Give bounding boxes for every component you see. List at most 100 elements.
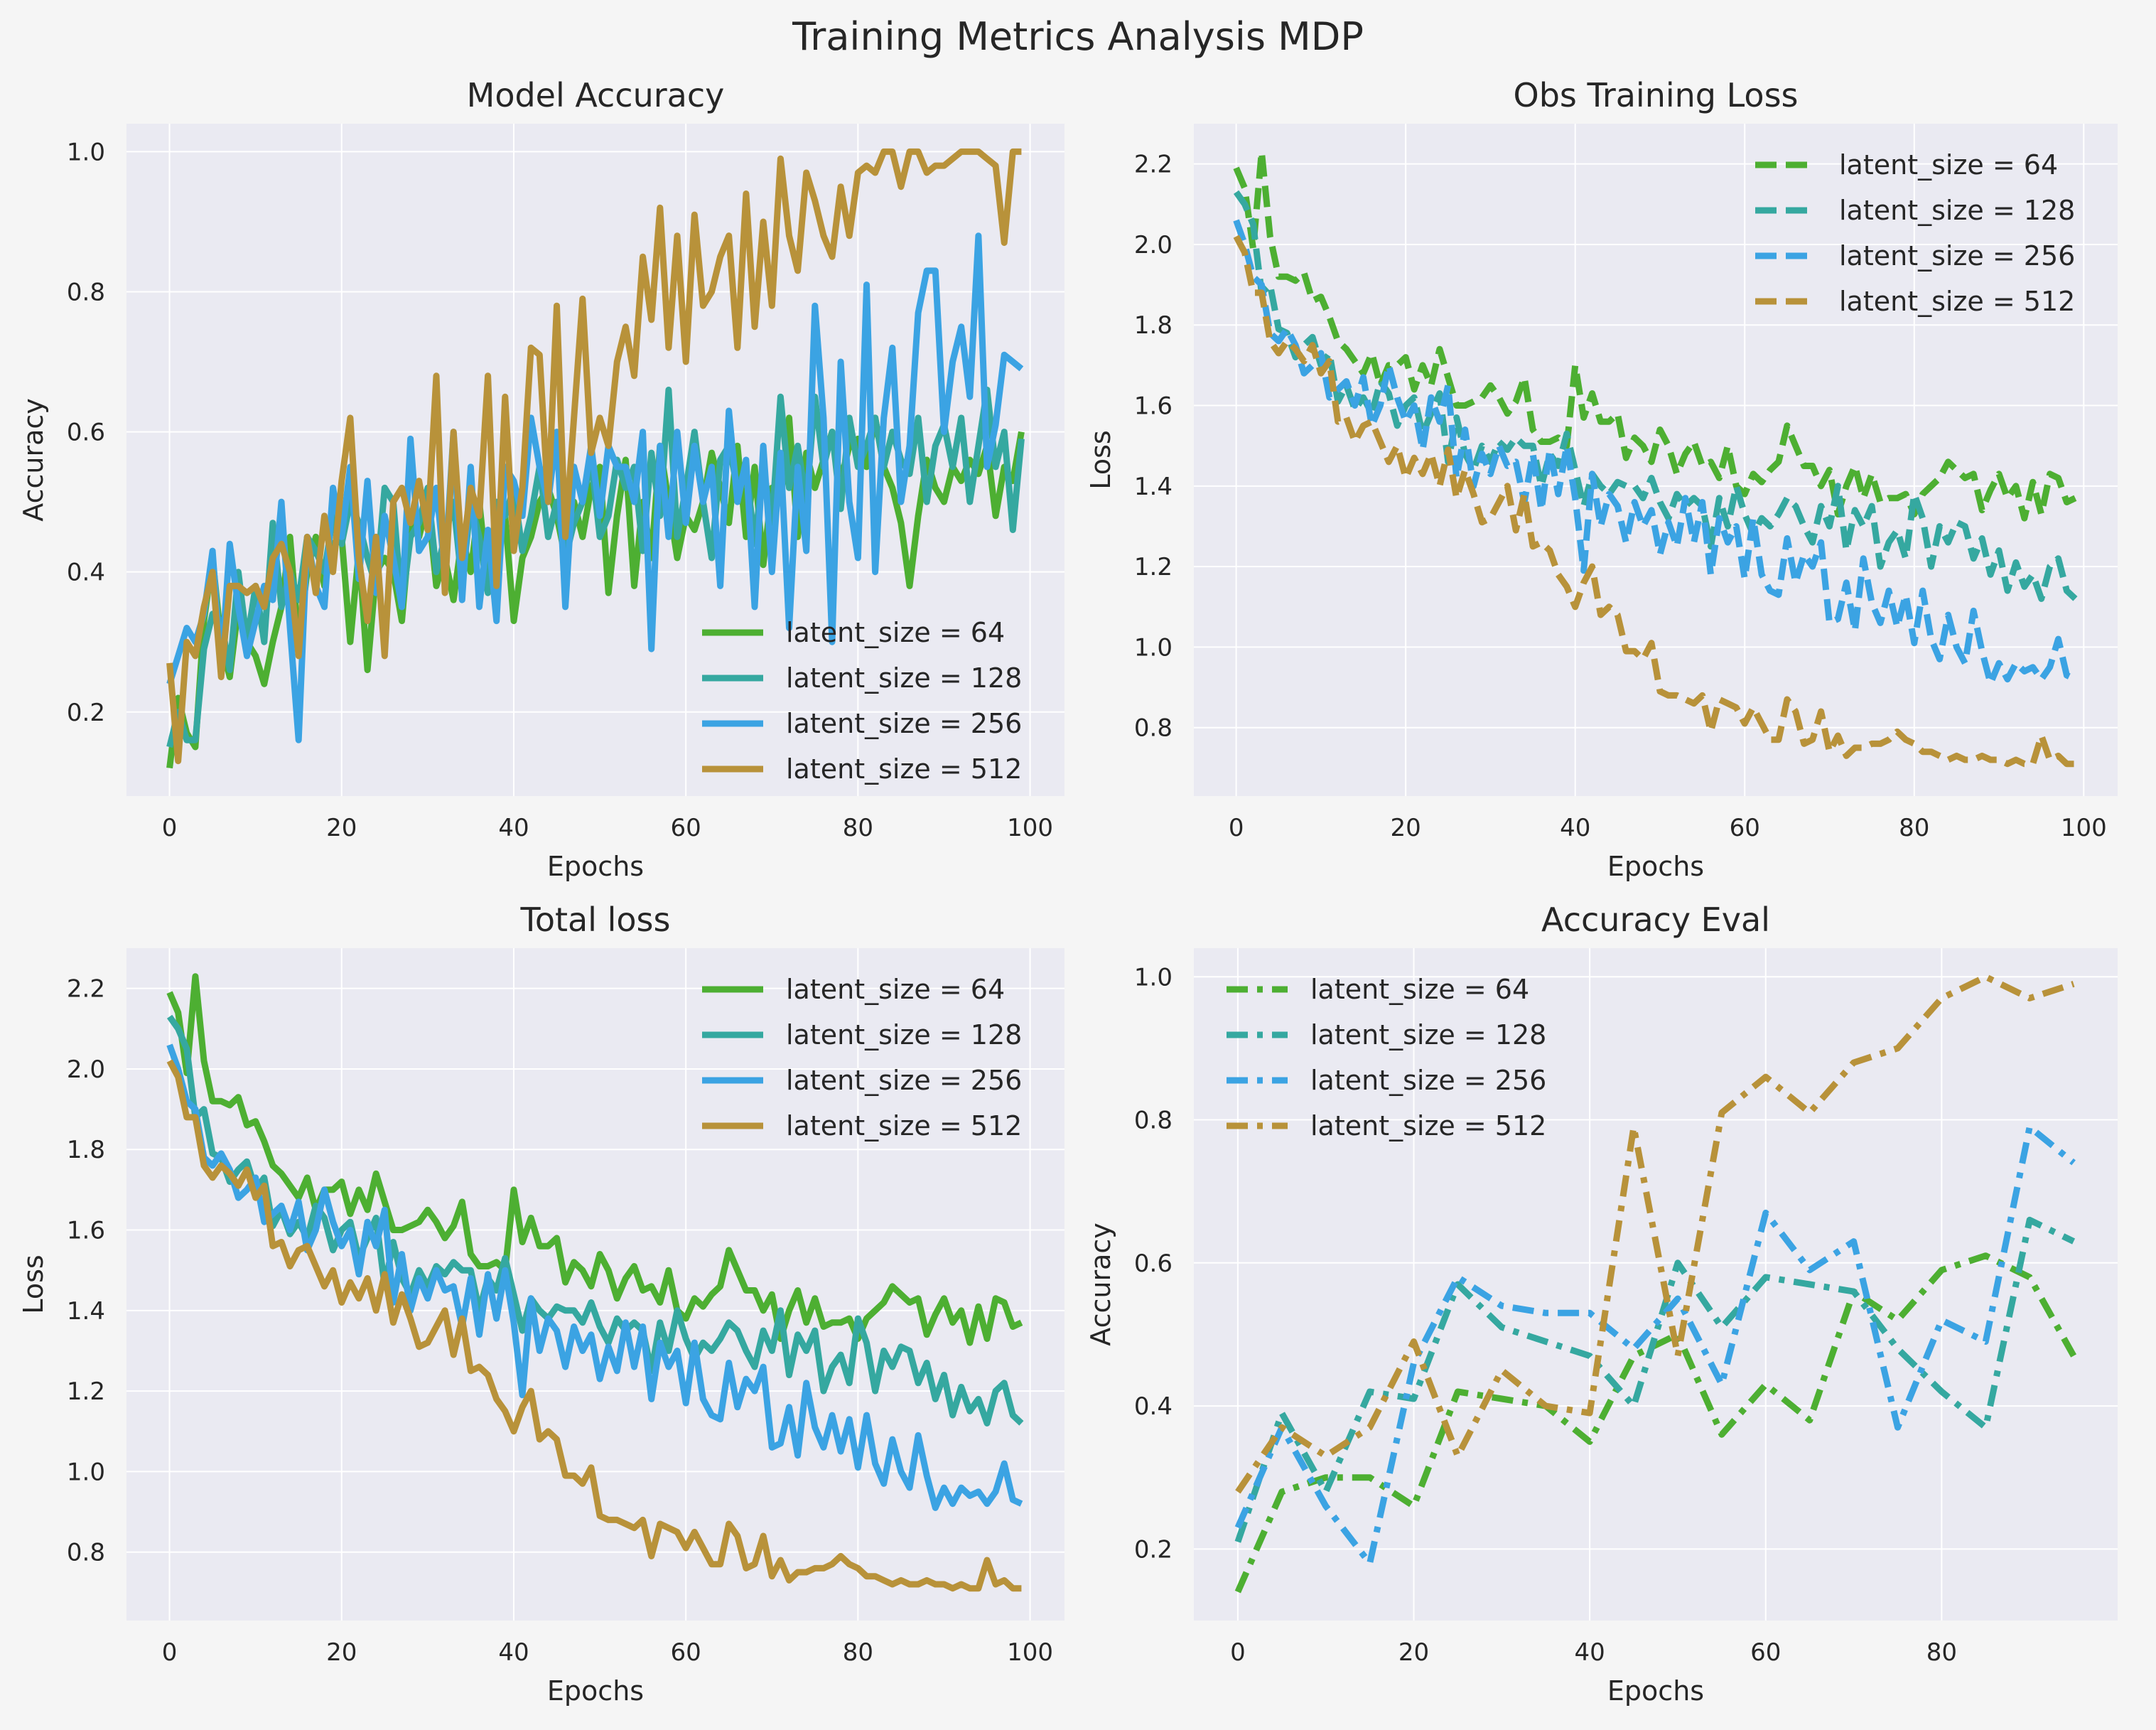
y-tick-label: 0.6 — [67, 419, 105, 447]
series-group — [166, 148, 1025, 769]
chart-title: Total loss — [520, 901, 671, 939]
legend-label: latent_size = 64 — [786, 974, 1005, 1005]
y-tick-label: 0.4 — [67, 559, 105, 587]
y-tick-label: 1.8 — [67, 1136, 105, 1164]
y-tick-label: 1.4 — [1134, 473, 1173, 501]
x-tick-label: 40 — [1575, 1638, 1605, 1667]
y-axis-label: Accuracy — [18, 398, 49, 522]
series-line-latent-size-512 — [1233, 235, 2076, 768]
x-tick-label: 80 — [843, 1638, 873, 1667]
x-axis-label: Epochs — [1607, 1675, 1704, 1707]
y-tick-label: 0.2 — [1134, 1535, 1173, 1564]
x-tick-label: 60 — [671, 1638, 701, 1667]
x-axis-label: Epochs — [547, 1675, 644, 1707]
legend: latent_size = 64 latent_size = 128 latent_… — [1227, 974, 1546, 1141]
chart-title: Obs Training Loss — [1513, 76, 1798, 114]
chart-title: Accuracy Eval — [1541, 901, 1770, 939]
series-line-latent-size-256 — [1233, 219, 2077, 687]
series-line-latent-size-64 — [1233, 149, 2077, 522]
series-line-latent-size-512 — [166, 148, 1022, 765]
chart-model-accuracy: 0 20 40 60 80 100 0.2 0.4 0.6 0.8 1.0 Model Accurac… — [18, 76, 1064, 882]
y-tick-label: 2.0 — [67, 1055, 105, 1084]
series-line-latent-size-128 — [1234, 1216, 2076, 1543]
y-tick-label: 1.8 — [1134, 311, 1173, 340]
series-line-latent-size-256 — [1234, 1124, 2076, 1567]
y-axis-label: Accuracy — [1085, 1223, 1116, 1346]
legend: latent_size = 64 latent_size = 128 latent_… — [702, 617, 1022, 785]
x-tick-label: 20 — [326, 814, 357, 842]
legend-label: latent_size = 128 — [1839, 195, 2075, 226]
y-tick-label: 1.4 — [67, 1297, 105, 1326]
x-tick-label: 80 — [1899, 814, 1929, 842]
y-axis-label: Loss — [18, 1254, 49, 1313]
y-tick-label: 1.2 — [1134, 553, 1173, 581]
series-line-latent-size-512 — [1235, 973, 2075, 1494]
legend-label: latent_size = 512 — [786, 753, 1022, 785]
series-line-latent-size-128 — [1233, 190, 2078, 602]
x-tick-label: 20 — [326, 1638, 357, 1667]
x-tick-label: 40 — [498, 814, 529, 842]
plot-area — [1194, 124, 2118, 796]
series-group — [166, 973, 1024, 1592]
x-tick-label: 20 — [1391, 814, 1421, 842]
x-tick-label: 0 — [1230, 1638, 1246, 1667]
chart-accuracy-eval: 0 20 40 60 80 0.2 0.4 0.6 0.8 1.0 Accuracy Eval Epo… — [1085, 901, 2118, 1707]
chart-total-loss: 0 20 40 60 80 100 0.8 1.0 1.2 1.4 1.6 1.8 2.0 2.2 Tota… — [18, 901, 1064, 1707]
x-tick-label: 0 — [162, 814, 178, 842]
legend-label: latent_size = 512 — [1839, 286, 2075, 317]
legend-label: latent_size = 64 — [1310, 974, 1529, 1005]
plot-area — [1194, 948, 2118, 1621]
legend: latent_size = 64 latent_size = 128 latent_… — [702, 974, 1022, 1141]
x-tick-label: 40 — [498, 1638, 529, 1667]
x-tick-label: 40 — [1560, 814, 1590, 842]
legend-label: latent_size = 256 — [786, 1065, 1022, 1096]
series-line-latent-size-256 — [166, 1043, 1023, 1511]
legend: latent_size = 64 latent_size = 128 latent_… — [1755, 149, 2075, 317]
x-tick-label: 60 — [1750, 1638, 1781, 1667]
y-tick-label: 1.6 — [67, 1217, 105, 1245]
legend-label: latent_size = 128 — [786, 1019, 1022, 1051]
y-tick-label: 1.0 — [67, 1458, 105, 1486]
x-tick-label: 80 — [843, 814, 873, 842]
chart-obs-training-loss: 0 20 40 60 80 100 0.8 1.0 1.2 1.4 1.6 1.8 2.0 2.2 Obs … — [1085, 76, 2118, 882]
y-tick-label: 0.8 — [67, 279, 105, 307]
y-tick-label: 2.2 — [1134, 151, 1173, 179]
series-group — [1233, 149, 2078, 768]
x-axis-label: Epochs — [547, 851, 644, 882]
y-tick-label: 1.2 — [67, 1377, 105, 1406]
y-tick-label: 1.6 — [1134, 392, 1173, 421]
x-tick-label: 60 — [1730, 814, 1760, 842]
legend-label: latent_size = 64 — [1839, 149, 2058, 181]
y-tick-label: 1.0 — [1134, 963, 1173, 992]
legend-label: latent_size = 512 — [1310, 1110, 1546, 1141]
y-tick-label: 2.2 — [67, 975, 105, 1004]
y-tick-label: 0.6 — [1134, 1250, 1173, 1278]
y-axis-label: Loss — [1085, 430, 1116, 489]
series-group — [1234, 973, 2077, 1594]
y-tick-label: 0.8 — [1134, 714, 1173, 743]
y-tick-label: 0.4 — [1134, 1392, 1173, 1421]
legend-label: latent_size = 128 — [1310, 1019, 1546, 1051]
x-tick-label: 80 — [1926, 1638, 1957, 1667]
x-tick-label: 0 — [162, 1638, 178, 1667]
chart-root: 0 20 40 60 80 100 0.2 0.4 0.6 0.8 1.0 Model Accurac… — [18, 76, 2118, 1707]
x-tick-label: 100 — [1007, 814, 1053, 842]
figure-title: Training Metrics Analysis MDP — [792, 14, 1364, 59]
y-tick-label: 0.8 — [1134, 1107, 1173, 1135]
y-tick-label: 0.2 — [67, 699, 105, 727]
chart-title: Model Accuracy — [467, 76, 725, 114]
series-line-latent-size-512 — [166, 1059, 1022, 1592]
legend-label: latent_size = 256 — [786, 708, 1022, 739]
legend-label: latent_size = 256 — [1310, 1065, 1546, 1096]
x-axis-label: Epochs — [1607, 851, 1704, 882]
legend-label: latent_size = 128 — [786, 662, 1022, 694]
x-tick-label: 0 — [1229, 814, 1244, 842]
legend-label: latent_size = 256 — [1839, 240, 2075, 272]
x-tick-label: 60 — [671, 814, 701, 842]
series-line-latent-size-64 — [166, 973, 1023, 1346]
x-tick-label: 100 — [1007, 1638, 1053, 1667]
y-tick-label: 2.0 — [1134, 231, 1173, 259]
legend-label: latent_size = 64 — [786, 617, 1005, 648]
legend-label: latent_size = 512 — [786, 1110, 1022, 1141]
